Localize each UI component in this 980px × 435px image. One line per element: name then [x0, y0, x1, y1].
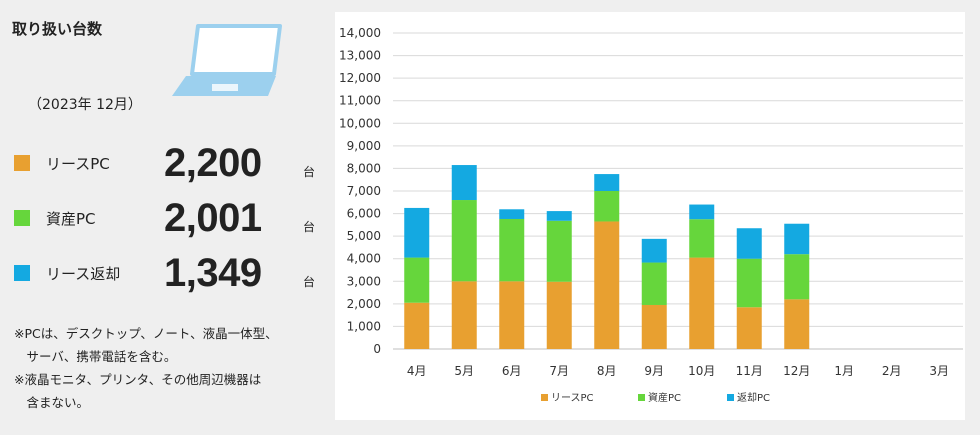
legend-label: 返却PC — [737, 392, 770, 404]
legend-label: リースPC — [551, 393, 594, 404]
y-tick-label: 14,000 — [339, 26, 381, 40]
y-tick-label: 10,000 — [339, 116, 381, 130]
stat-value: 2,200 — [164, 141, 262, 185]
y-tick-label: 8,000 — [347, 161, 381, 175]
stat-value: 1,349 — [164, 251, 262, 295]
x-tick-label: 3月 — [929, 364, 949, 378]
chart-svg: 0 1,000 2,000 3,000 4,000 5,000 6,000 7,000 8,00… — [339, 26, 963, 404]
bar-segment — [784, 299, 810, 349]
bar-segment — [499, 281, 525, 349]
legend-label: 資産PC — [648, 391, 681, 404]
stat-label: 資産PC — [46, 210, 96, 228]
bar-segment — [499, 218, 525, 282]
bar-segment — [451, 200, 477, 282]
footnote-line: ※液晶モニタ、プリンタ、その他周辺機器は — [14, 372, 262, 387]
bar-segment — [451, 165, 477, 201]
monthly-stacked-bar-chart: 0 1,000 2,000 3,000 4,000 5,000 6,000 7,000 8,00… — [335, 12, 965, 420]
stat-asset-pc: 資産PC 2,001 台 — [14, 196, 324, 240]
y-tick-label: 4,000 — [347, 252, 381, 266]
lease-return-swatch — [14, 265, 30, 281]
bar-segment — [784, 254, 810, 300]
bar-segment — [641, 262, 667, 305]
x-tick-label: 10月 — [688, 364, 715, 378]
bar-segment — [451, 281, 477, 349]
bar-segment — [546, 211, 572, 221]
y-tick-label: 9,000 — [347, 139, 381, 153]
legend-swatch — [638, 394, 645, 401]
y-tick-label: 5,000 — [347, 229, 381, 243]
y-tick-label: 1,000 — [347, 319, 381, 333]
laptop-icon — [172, 24, 282, 96]
footnotes: ※PCは、デスクトップ、ノート、液晶一体型、 サーバ、携帯電話を含む。 ※液晶モ… — [14, 322, 334, 414]
y-tick-label: 3,000 — [347, 274, 381, 288]
y-tick-label: 0 — [373, 342, 381, 356]
bar-segment — [736, 307, 762, 349]
stat-label: リースPC — [46, 155, 110, 173]
x-tick-label: 11月 — [736, 364, 763, 378]
legend-swatch — [727, 394, 734, 401]
bar-segment — [784, 223, 810, 255]
x-tick-label: 1月 — [834, 364, 854, 378]
bar-segment — [404, 257, 430, 303]
y-tick-label: 12,000 — [339, 71, 381, 85]
period-label: （2023年 12月） — [28, 97, 142, 113]
stat-unit: 台 — [303, 165, 316, 179]
bar-segment — [594, 221, 620, 349]
bar-segment — [594, 191, 620, 222]
x-tick-label: 8月 — [597, 364, 617, 378]
bar-segment — [641, 238, 667, 263]
footnote-line: 含まない。 — [14, 395, 90, 410]
bar-segment — [546, 281, 572, 349]
bar-segment — [404, 207, 430, 258]
bar-segment — [546, 220, 572, 282]
bar-segment — [689, 257, 715, 349]
bar-segment — [736, 228, 762, 259]
bar-segment — [641, 304, 667, 349]
bar-segment — [404, 302, 430, 349]
x-tick-label: 9月 — [644, 364, 664, 378]
y-tick-label: 11,000 — [339, 94, 381, 108]
x-tick-label: 12月 — [783, 364, 810, 378]
summary-panel: 取り扱い台数 （2023年 12月） リースPC 2,200 台 資産PC 2,… — [0, 0, 335, 435]
stat-value: 2,001 — [164, 196, 262, 240]
asset-pc-swatch — [14, 210, 30, 226]
panel-title: 取り扱い台数 — [12, 20, 103, 38]
x-tick-label: 2月 — [882, 364, 902, 378]
bar-segment — [499, 209, 525, 219]
x-tick-label: 6月 — [502, 364, 522, 378]
x-tick-label: 4月 — [407, 364, 427, 378]
y-tick-label: 2,000 — [347, 297, 381, 311]
lease-pc-swatch — [14, 155, 30, 171]
bar-segment — [736, 258, 762, 308]
footnote-line: サーバ、携帯電話を含む。 — [14, 349, 177, 364]
stat-lease-return: リース返却 1,349 台 — [14, 251, 324, 295]
bar-segment — [689, 219, 715, 258]
y-tick-label: 7,000 — [347, 184, 381, 198]
stat-unit: 台 — [303, 275, 316, 289]
legend-swatch — [541, 394, 548, 401]
stat-label: リース返却 — [46, 265, 121, 283]
y-tick-label: 13,000 — [339, 49, 381, 63]
bar-segment — [689, 204, 715, 220]
x-tick-label: 7月 — [549, 364, 569, 378]
stat-lease-pc: リースPC 2,200 台 — [14, 141, 324, 185]
bar-segment — [594, 174, 620, 191]
y-tick-label: 6,000 — [347, 207, 381, 221]
footnote-line: ※PCは、デスクトップ、ノート、液晶一体型、 — [14, 326, 278, 341]
x-tick-label: 5月 — [454, 364, 474, 378]
stat-unit: 台 — [303, 220, 316, 234]
